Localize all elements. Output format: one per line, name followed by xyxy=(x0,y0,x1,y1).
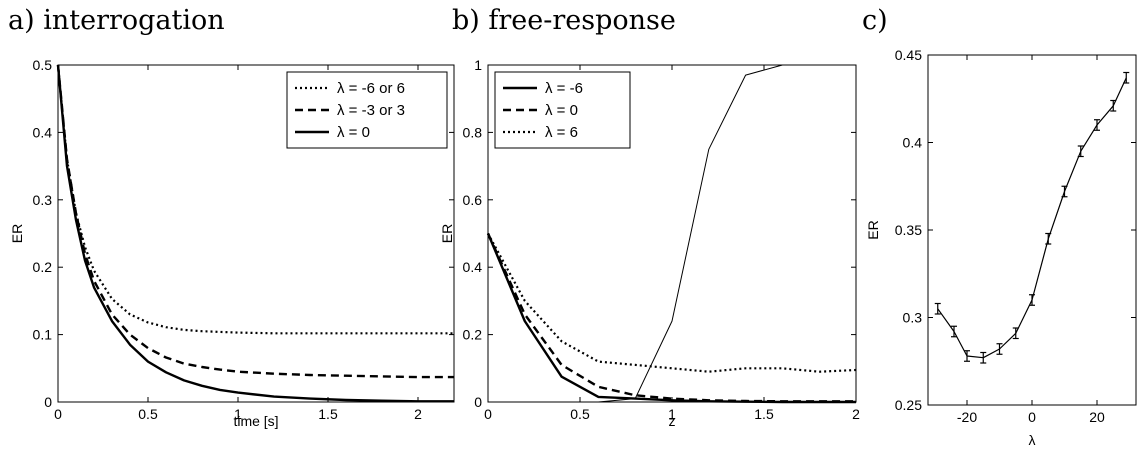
y-axis-label: ER xyxy=(439,224,455,243)
y-axis-label: ER xyxy=(9,224,25,243)
chart-free-response: 0 0.2 0.4 0.6 0.8 1 0 0.5 1 1.5 2 z ER λ = -6 λ = 0 λ =… xyxy=(439,57,860,429)
x-tick-label: 20 xyxy=(1089,409,1105,425)
y-tick-label: 0.4 xyxy=(33,124,53,140)
y-tick-label: 0.3 xyxy=(903,310,923,326)
legend-label: λ = 0 xyxy=(337,124,370,141)
x-axis-label: z xyxy=(669,413,676,429)
legend-label: λ = -6 xyxy=(545,80,583,97)
y-tick-label: 0.2 xyxy=(33,259,53,275)
x-tick-label: 0 xyxy=(1028,409,1036,425)
x-tick-label: 2 xyxy=(852,406,860,422)
y-tick-label: 0.35 xyxy=(895,222,922,238)
legend-label: λ = 6 xyxy=(545,124,578,141)
plot-frame xyxy=(57,64,455,403)
series-line-1 xyxy=(486,233,856,403)
y-tick-label: 0 xyxy=(474,394,482,410)
x-tick-label: 1 xyxy=(668,406,676,422)
x-tick-label: 2 xyxy=(414,406,422,422)
y-tick-label: 0.4 xyxy=(463,259,483,275)
chart-interrogation: 0 0.1 0.2 0.3 0.4 0.5 0 0.5 1 1.5 2 time [s] ER λ = -… xyxy=(9,57,455,429)
legend-label: λ = -6 or 6 xyxy=(337,80,405,97)
x-tick-label: 1 xyxy=(234,406,242,422)
series-line-2 xyxy=(56,64,454,403)
chart-lambda: 0.25 0.3 0.35 0.4 0.45 -20 0 20 λ ER xyxy=(865,47,1137,448)
y-tick-label: 0.3 xyxy=(33,192,53,208)
series-line-0 xyxy=(486,233,856,404)
series-line-2 xyxy=(487,232,857,373)
y-tick-label: 0.25 xyxy=(895,397,922,413)
x-axis-label: λ xyxy=(1029,432,1036,448)
x-tick-label: 1.5 xyxy=(318,406,338,422)
x-axis-label: time [s] xyxy=(233,413,278,429)
y-tick-label: 0.1 xyxy=(33,327,53,343)
y-tick-label: 0.8 xyxy=(463,124,483,140)
x-tick-label: 0.5 xyxy=(570,406,590,422)
panel-b-title: b) free-response xyxy=(452,5,676,36)
series-line-0 xyxy=(56,64,454,335)
y-tick-label: 0.2 xyxy=(463,327,483,343)
series-line-1 xyxy=(56,64,454,379)
legend-label: λ = 0 xyxy=(545,102,578,119)
y-tick-label: 0 xyxy=(44,394,52,410)
y-tick-label: 0.6 xyxy=(463,192,483,208)
y-axis-label: ER xyxy=(865,220,881,239)
x-tick-label: 1.5 xyxy=(754,406,774,422)
y-tick-label: 0.5 xyxy=(33,57,53,73)
x-tick-label: 0.5 xyxy=(138,406,158,422)
y-tick-label: 0.45 xyxy=(895,47,922,63)
x-tick-label: -20 xyxy=(957,409,977,425)
plot-frame xyxy=(927,54,1137,406)
legend-label: λ = -3 or 3 xyxy=(337,102,405,119)
panel-c-title: c) xyxy=(862,5,888,36)
x-tick-label: 0 xyxy=(484,406,492,422)
y-tick-label: 1 xyxy=(474,57,482,73)
y-tick-label: 0.4 xyxy=(903,135,923,151)
x-tick-label: 0 xyxy=(54,406,62,422)
panel-a-title: a) interrogation xyxy=(8,5,225,36)
series-line-3 xyxy=(488,64,856,403)
